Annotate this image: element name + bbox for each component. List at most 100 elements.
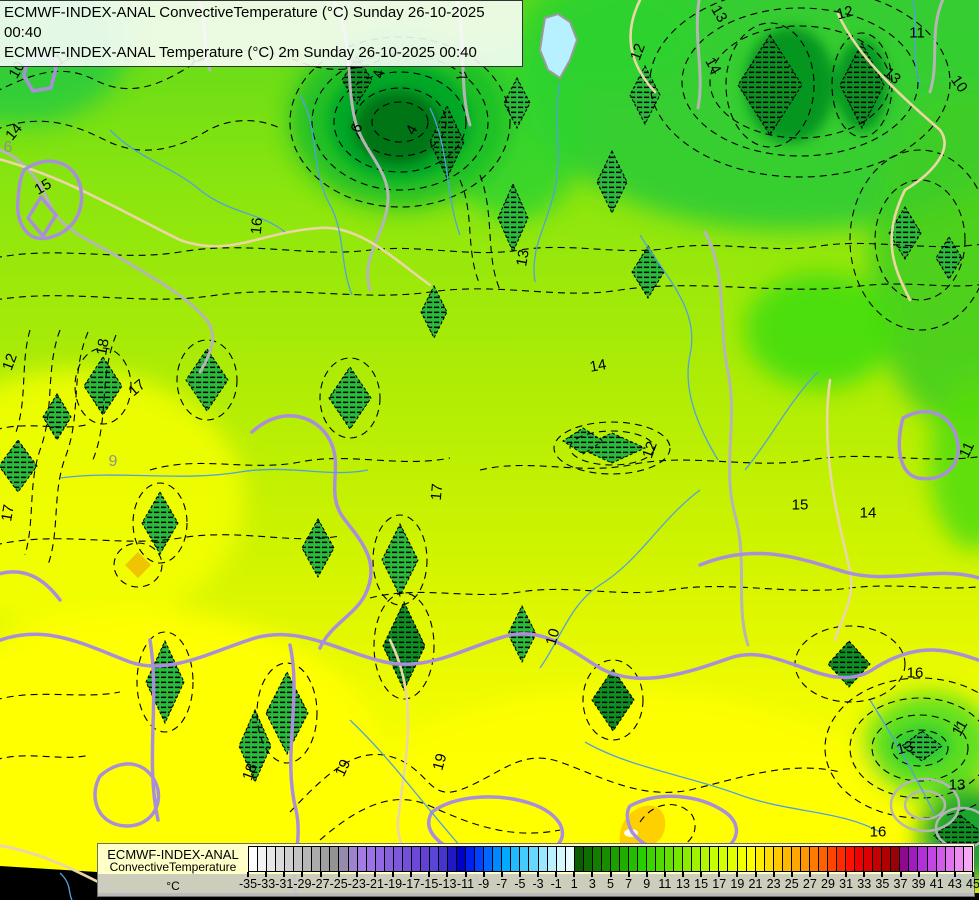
contour-label: 16	[906, 664, 924, 682]
colorbar-cell	[402, 847, 412, 871]
colorbar-tick	[392, 872, 394, 877]
colorbar-cell	[339, 847, 349, 871]
contour-label: 15	[31, 175, 55, 199]
contour-label: 13	[948, 776, 966, 794]
colorbar-cell	[312, 847, 322, 871]
contour-label: 14	[588, 356, 608, 376]
colorbar-tick	[790, 872, 793, 877]
colorbar-cell	[583, 847, 593, 871]
colorbar-tick	[736, 872, 739, 877]
contour-label: 13	[513, 248, 533, 268]
colorbar-tick-label: 5	[607, 877, 614, 891]
colorbar-cell	[665, 847, 675, 871]
colorbar-tick-label: 35	[875, 877, 890, 891]
colorbar-cell	[909, 847, 919, 871]
contour-label: 17	[0, 503, 18, 523]
colorbar-cell	[330, 847, 340, 871]
colorbar-cell	[873, 847, 883, 871]
colorbar-tick	[247, 872, 249, 877]
colorbar-cell	[773, 847, 783, 871]
colorbar-tick	[464, 872, 467, 877]
colorbar-cell	[936, 847, 946, 871]
colorbar-tick-label: -13	[438, 877, 457, 891]
contour-label: 18	[239, 761, 261, 783]
colorbar-cell	[782, 847, 792, 871]
colorbar-tick	[537, 872, 539, 877]
colorbar-cell	[891, 847, 901, 871]
colorbar-cell	[276, 847, 286, 871]
colorbar-cell	[565, 847, 575, 871]
colorbar-tick	[410, 872, 413, 877]
contour-label: 12	[834, 2, 856, 24]
contour-label: 19	[429, 751, 451, 773]
title-line-2m: ECMWF-INDEX-ANAL Temperature (°C) 2m Sun…	[4, 44, 477, 61]
colorbar-cell	[520, 847, 530, 871]
colorbar-tick-label: 19	[730, 877, 745, 891]
contour-label: 12	[0, 351, 21, 373]
colorbar-cell	[267, 847, 277, 871]
colorbar-tick	[482, 872, 485, 877]
colorbar-cell	[411, 847, 421, 871]
colorbar-tick	[972, 872, 974, 877]
colorbar-tick	[808, 872, 811, 877]
contour-label: 18	[93, 337, 113, 357]
contour-label: 4	[369, 68, 389, 80]
colorbar-cell	[927, 847, 937, 871]
colorbar-tick-label: 37	[893, 877, 908, 891]
colorbar-cell	[429, 847, 439, 871]
contour-label: 11	[956, 439, 978, 461]
colorbar-cell	[656, 847, 666, 871]
colorbar-tick-label: -21	[365, 877, 384, 891]
colorbar-tick	[609, 872, 612, 877]
colorbar-cell	[610, 847, 620, 871]
colorbar-tick-label: 29	[821, 877, 835, 891]
colorbar-cell	[828, 847, 838, 871]
colorbar-tick	[935, 872, 938, 877]
colorbar-tick	[301, 872, 304, 877]
lake-shape	[538, 12, 579, 80]
colorbar-tick	[265, 872, 268, 877]
contour-label: 6	[3, 139, 13, 156]
colorbar-tick	[845, 872, 848, 877]
colorbar-cell	[420, 847, 430, 871]
colorbar-cell	[303, 847, 313, 871]
colorbar-tick-label: 11	[658, 877, 672, 891]
contour-label: 9	[108, 453, 118, 470]
colorbar-cell	[864, 847, 874, 871]
colorbar-cell	[574, 847, 584, 871]
colorbar-tick-label: 17	[712, 877, 727, 891]
colorbar-tick	[700, 872, 703, 877]
colorbar-cell	[466, 847, 476, 871]
colorbar-cell	[484, 847, 494, 871]
colorbar-cell	[366, 847, 376, 871]
contour-label: 15	[791, 496, 809, 514]
warm-spot-small	[125, 552, 151, 578]
colorbar-tick	[573, 872, 576, 877]
colorbar-tick	[446, 872, 449, 877]
colorbar-tick-label: 45	[966, 877, 979, 891]
colorbar-tick	[591, 872, 594, 877]
contour-label: 11	[909, 24, 925, 42]
colorbar-cell	[502, 847, 512, 871]
colorbar-tick	[953, 872, 956, 877]
contour-label: 10	[542, 626, 564, 648]
colorbar	[248, 846, 973, 872]
contour-label: 11	[948, 717, 972, 739]
contour-label: 4	[402, 122, 422, 138]
colorbar-cell	[375, 847, 385, 871]
colorbar-cell	[945, 847, 955, 871]
colorbar-tick	[518, 872, 521, 877]
colorbar-cell	[647, 847, 657, 871]
contour-label: 13	[894, 737, 916, 759]
legend-box: ECMWF-INDEX-ANAL ConvectiveTemperature °…	[97, 843, 979, 897]
warm-spot-gold	[619, 805, 666, 848]
colorbar-tick	[682, 872, 684, 877]
colorbar-cell	[384, 847, 394, 871]
colorbar-tick-label: 31	[839, 877, 854, 891]
colorbar-tick	[863, 872, 866, 877]
colorbar-cell	[900, 847, 910, 871]
colorbar-cell	[719, 847, 729, 871]
colorbar-cell	[791, 847, 801, 871]
colorbar-cell	[285, 847, 295, 871]
